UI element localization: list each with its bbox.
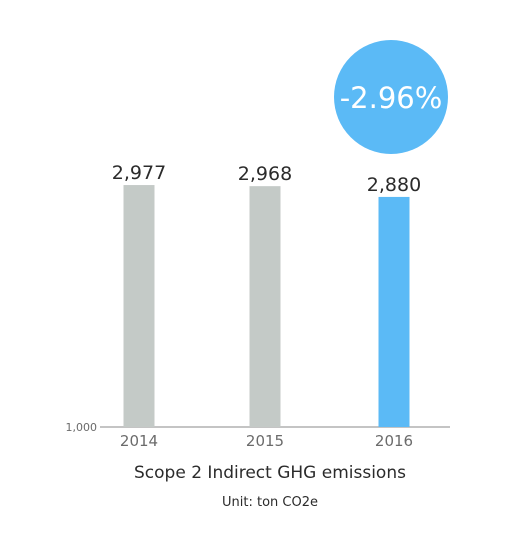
bar-2014 xyxy=(123,185,155,427)
x-tick-label-2016: 2016 xyxy=(375,432,413,450)
chart-title: Scope 2 Indirect GHG emissions xyxy=(134,463,406,483)
y-axis-min-label: 1,000 xyxy=(66,421,98,434)
change-badge xyxy=(334,40,448,154)
x-tick-label-2014: 2014 xyxy=(120,432,158,450)
bar-2016 xyxy=(378,196,410,427)
change-badge-label: -2.96% xyxy=(340,81,443,115)
x-tick-label-2015: 2015 xyxy=(246,432,284,450)
value-label-2016: 2,880 xyxy=(367,174,421,196)
bar-2015 xyxy=(249,186,281,427)
bar-group: 2,977 2014 2,968 2015 2,880 2016 xyxy=(112,162,421,450)
value-label-2014: 2,977 xyxy=(112,162,166,184)
value-label-2015: 2,968 xyxy=(238,163,292,185)
chart-unit-label: Unit: ton CO2e xyxy=(222,495,318,510)
